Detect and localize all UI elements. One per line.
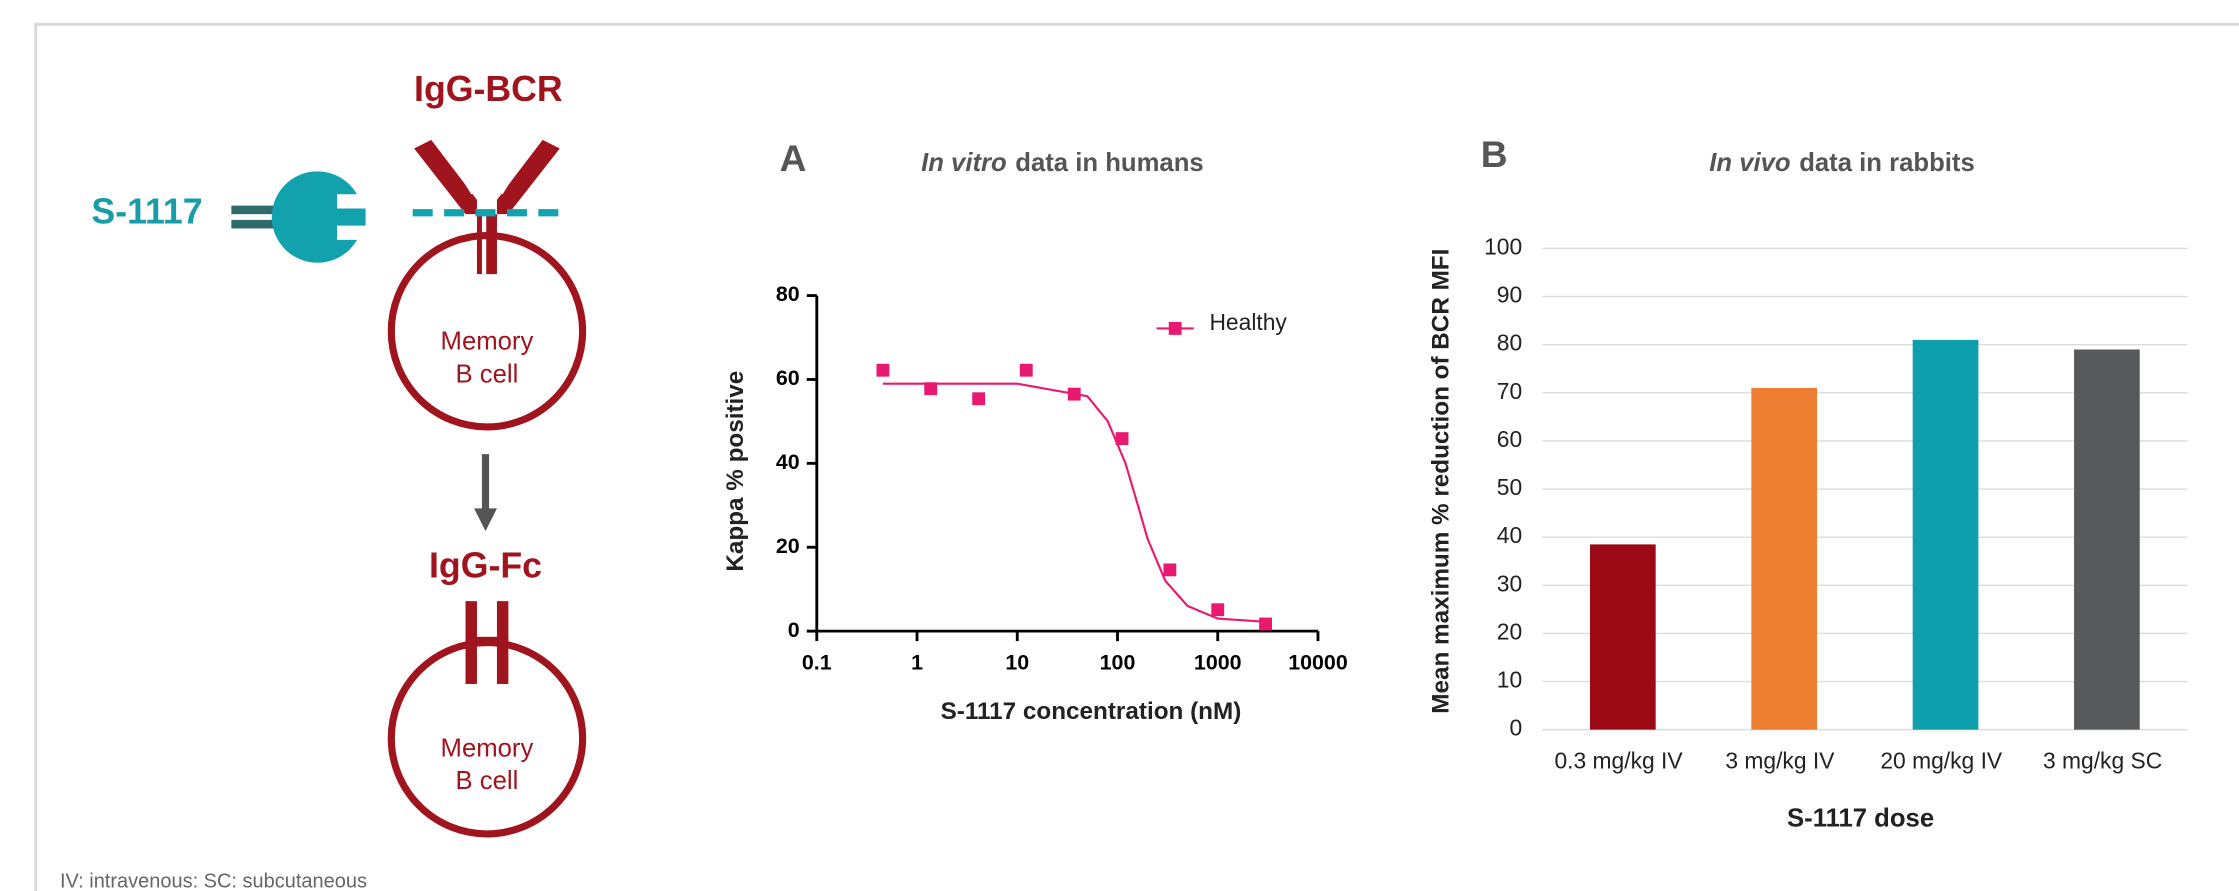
y-tick-label: 50 — [1497, 474, 1522, 500]
x-tick-label: 0.3 mg/kg IV — [1554, 748, 1683, 774]
y-tick-label: 30 — [1497, 570, 1522, 596]
point — [1259, 617, 1272, 631]
drug-linker — [231, 205, 275, 215]
point — [1163, 563, 1177, 577]
x-tick-label: 100 — [1100, 651, 1136, 675]
y-tick-label: 0 — [788, 618, 800, 642]
y-axis-label: Kappa % positive — [722, 371, 749, 572]
y-tick-label: 40 — [776, 450, 800, 474]
x-tick-label: 1 — [911, 651, 923, 675]
antibody-gap — [436, 138, 537, 195]
y-tick-label: 80 — [776, 282, 800, 306]
bar — [1751, 387, 1818, 730]
drug-label: S-1117 — [91, 192, 202, 232]
panel-label: B — [1481, 133, 1508, 175]
x-axis-label: S-1117 dose — [1787, 804, 1934, 832]
cell — [387, 638, 587, 838]
point — [1067, 387, 1081, 401]
x-tick-label: 3 mg/kg SC — [2043, 748, 2162, 774]
cell-label: B cell — [456, 360, 519, 388]
x-tick-label: 20 mg/kg IV — [1880, 748, 2003, 774]
y-tick-label: 40 — [1497, 522, 1522, 548]
point — [972, 392, 986, 406]
cell-label: Memory — [441, 734, 534, 762]
y-tick-label: 70 — [1497, 378, 1522, 404]
cell — [387, 232, 587, 431]
drug-linker — [231, 219, 275, 229]
y-axis-label: Mean maximum % reduction of BCR MFI — [1428, 249, 1455, 714]
product-label: IgG-Fc — [429, 546, 542, 586]
y-tick-label: 10 — [1497, 667, 1522, 693]
chart-title: In vivo data in rabbits — [1709, 149, 1975, 177]
diagram: IgG-BCR Memory B cell S-1117 IgG-Fc Memo… — [91, 69, 587, 838]
title-text: data in humans — [1015, 149, 1203, 177]
point — [876, 363, 890, 377]
bar — [1589, 544, 1656, 730]
y-tick-label: 60 — [776, 366, 800, 390]
legend-label: Healthy — [1209, 309, 1287, 335]
x-tick-label: 10 — [1005, 651, 1029, 675]
title-prefix: In vitro — [921, 149, 1007, 177]
cell-label: B cell — [456, 767, 519, 795]
bar — [1912, 339, 1979, 730]
bar — [2074, 349, 2140, 730]
y-tick-label: 100 — [1484, 233, 1522, 259]
y-tick-label: 0 — [1509, 715, 1522, 741]
y-tick-label: 20 — [1497, 618, 1522, 644]
x-tick-label: 0.1 — [802, 651, 832, 675]
drug — [271, 171, 366, 263]
panel-label: A — [780, 137, 807, 179]
point — [1211, 603, 1225, 617]
y-tick-label: 90 — [1497, 282, 1522, 308]
y-tick-label: 80 — [1497, 330, 1522, 356]
arrow-head — [474, 508, 497, 532]
footnote: IV: intravenous: SC: subcutaneous — [60, 871, 367, 891]
x-tick-label: 10000 — [1288, 651, 1348, 675]
x-axis-label: S-1117 concentration (nM) — [941, 698, 1242, 725]
frame — [34, 22, 2239, 891]
y-tick-label: 60 — [1497, 426, 1522, 452]
point — [924, 382, 938, 396]
receptor-label: IgG-BCR — [414, 69, 563, 109]
x-tick-label: 3 mg/kg IV — [1725, 748, 1835, 774]
x-tick-label: 1000 — [1194, 651, 1242, 675]
antibody — [414, 139, 560, 275]
fit-line — [882, 382, 1266, 623]
point — [1019, 363, 1033, 377]
chart-title: In vitro data in humans — [921, 149, 1204, 177]
title-text: data in rabbits — [1799, 149, 1975, 177]
y-tick-label: 20 — [776, 534, 800, 558]
cell-label: Memory — [441, 327, 534, 355]
title-prefix: In vivo — [1709, 149, 1790, 177]
point — [1115, 432, 1129, 446]
legend-marker — [1168, 321, 1182, 335]
